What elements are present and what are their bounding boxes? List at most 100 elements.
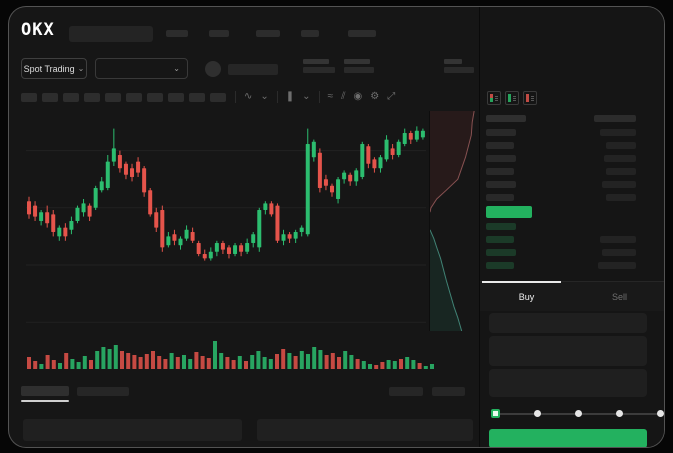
- nav-item[interactable]: [209, 30, 229, 37]
- orderbook-view-asks-icon[interactable]: [523, 91, 537, 105]
- price-bar: [486, 181, 516, 188]
- slider-stop[interactable]: [657, 409, 664, 417]
- stat-value-bar: [344, 67, 374, 73]
- stat-value-bar: [444, 67, 474, 73]
- line-style-dropdown-icon[interactable]: ⌄: [260, 91, 269, 102]
- chevron-down-icon: ⌄: [173, 63, 180, 73]
- orderbook-view-bids-icon[interactable]: [505, 91, 519, 105]
- market-type-label: Spot Trading: [23, 63, 75, 74]
- slider-stop[interactable]: [534, 409, 541, 417]
- nav-item[interactable]: [256, 30, 280, 37]
- orderbook-view-all-icon[interactable]: [487, 91, 501, 105]
- timeframe-toolbar: [21, 93, 226, 102]
- candle-style-icon[interactable]: ❚: [285, 91, 295, 102]
- timeframe-slot[interactable]: [84, 93, 100, 102]
- ticker-stat-placeholder: [444, 59, 474, 73]
- price-input[interactable]: [489, 313, 647, 333]
- okx-logo: OKX: [21, 20, 55, 40]
- stat-label-bar: [303, 59, 329, 64]
- percent-slider[interactable]: [491, 406, 664, 420]
- compare-icon[interactable]: ⫽: [341, 91, 346, 102]
- price-bar: [486, 142, 514, 149]
- price-bar: [486, 168, 514, 175]
- timeframe-slot[interactable]: [63, 93, 79, 102]
- last-price-badge[interactable]: [486, 206, 532, 218]
- tab-sell-label: Sell: [611, 291, 627, 302]
- candle-style-dropdown-icon[interactable]: ⌄: [302, 91, 311, 102]
- slider-stop[interactable]: [616, 409, 623, 417]
- slider-handle[interactable]: [491, 408, 500, 418]
- timeframe-slot[interactable]: [189, 93, 205, 102]
- volume-chart[interactable]: [26, 337, 436, 369]
- orders-panel-placeholder: [23, 419, 242, 441]
- timeframe-slot[interactable]: [126, 93, 142, 102]
- stat-label-bar: [444, 59, 462, 64]
- stat-value-bar: [303, 67, 335, 73]
- price-bar: [486, 236, 514, 243]
- stat-label-bar: [344, 59, 370, 64]
- price-bar: [486, 262, 514, 269]
- nav-item[interactable]: [348, 30, 376, 37]
- toolbar-divider: [235, 91, 236, 103]
- amount-bar: [598, 262, 636, 269]
- okx-trading-window: OKX Spot Trading ⌄ ⌄: [8, 6, 665, 448]
- orderbook-price-header: [486, 115, 526, 122]
- timeframe-slot[interactable]: [210, 93, 226, 102]
- search-input[interactable]: [69, 26, 153, 42]
- fullscreen-icon[interactable]: ⤢: [387, 91, 396, 102]
- amount-bar: [604, 155, 636, 162]
- timeframe-slot[interactable]: [21, 93, 37, 102]
- snapshot-icon[interactable]: ◉: [353, 91, 363, 102]
- amount-bar: [602, 181, 636, 188]
- orderbook-trade-panel: Buy Sell: [479, 7, 664, 447]
- pair-name-placeholder: [228, 64, 278, 75]
- amount-bar: [606, 194, 636, 201]
- amount-bar: [600, 236, 636, 243]
- orderbook-amount-header: [594, 115, 636, 122]
- market-type-selector[interactable]: Spot Trading ⌄: [21, 58, 87, 79]
- amount-bar: [606, 168, 636, 175]
- chart-tools-toolbar: ∿ ⌄ ❚ ⌄ ≈ ⫽ ◉ ⚙ ⤢: [235, 90, 395, 104]
- tab-buy-label: Buy: [518, 291, 535, 302]
- total-input[interactable]: [489, 369, 647, 397]
- bottom-action-placeholder[interactable]: [389, 387, 423, 396]
- nav-item[interactable]: [301, 30, 319, 37]
- coin-avatar: [205, 61, 221, 77]
- amount-bar: [602, 249, 636, 256]
- bottom-tab[interactable]: [77, 387, 129, 396]
- amount-bar: [606, 142, 636, 149]
- amount-bar: [600, 129, 636, 136]
- ticker-stat-placeholder: [303, 59, 335, 73]
- toolbar-divider: [318, 91, 320, 103]
- price-bar: [486, 194, 514, 201]
- pair-selector-dropdown[interactable]: ⌄: [95, 58, 188, 79]
- timeframe-slot[interactable]: [42, 93, 58, 102]
- bottom-action-placeholder[interactable]: [432, 387, 465, 396]
- slider-stop[interactable]: [575, 409, 582, 417]
- candlestick-chart[interactable]: [26, 111, 426, 331]
- price-bar: [486, 249, 516, 256]
- tab-sell[interactable]: Sell: [573, 282, 664, 311]
- price-bar: [486, 223, 516, 230]
- depth-chart[interactable]: [429, 111, 478, 331]
- timeframe-slot[interactable]: [168, 93, 184, 102]
- bottom-tab-active[interactable]: [21, 386, 69, 396]
- settings-icon[interactable]: ⚙: [370, 91, 380, 102]
- tab-buy[interactable]: Buy: [480, 281, 573, 311]
- buy-submit-button[interactable]: [489, 429, 647, 447]
- chevron-down-icon: ⌄: [77, 63, 85, 73]
- line-style-icon[interactable]: ∿: [244, 91, 253, 102]
- price-bar: [486, 155, 516, 162]
- nav-item[interactable]: [166, 30, 188, 37]
- amount-input[interactable]: [489, 336, 647, 366]
- ticker-stat-placeholder: [344, 59, 374, 73]
- bottom-tab-underline: [21, 400, 69, 402]
- indicators-icon[interactable]: ≈: [327, 91, 334, 102]
- price-bar: [486, 129, 516, 136]
- trade-tabs: Buy Sell: [480, 281, 664, 311]
- history-panel-placeholder: [257, 419, 473, 441]
- timeframe-slot[interactable]: [105, 93, 121, 102]
- toolbar-divider: [276, 91, 278, 103]
- timeframe-slot[interactable]: [147, 93, 163, 102]
